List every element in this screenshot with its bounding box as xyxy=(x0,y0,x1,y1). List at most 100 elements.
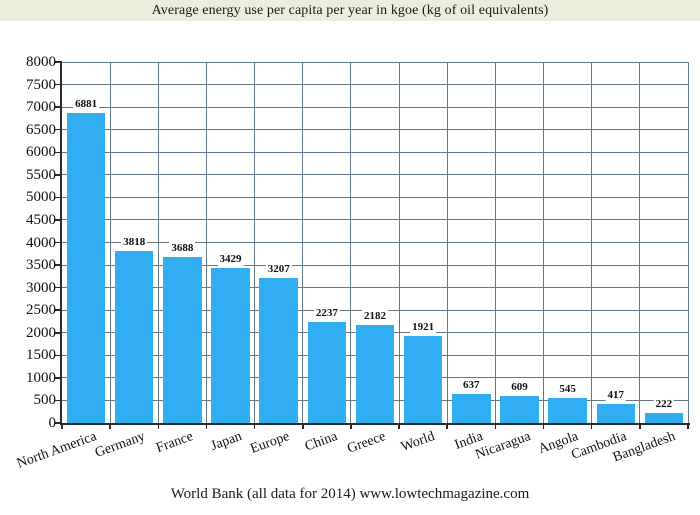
y-axis-tick xyxy=(55,377,60,379)
bar xyxy=(163,256,202,423)
x-axis-tick xyxy=(542,425,545,429)
y-axis-tick xyxy=(55,61,60,63)
x-axis-tick xyxy=(398,425,400,429)
bar-value-label: 1921 xyxy=(410,321,437,335)
y-axis-tick-label: 3500 xyxy=(26,257,56,274)
bar-value-label: 222 xyxy=(653,397,675,411)
y-axis-tick xyxy=(55,354,60,357)
bar-value-label: 6881 xyxy=(73,97,100,111)
v-gridline xyxy=(494,62,496,423)
y-axis-tick-label: 2500 xyxy=(26,302,56,319)
bar xyxy=(548,398,587,423)
x-axis-category-label: Germany xyxy=(93,429,148,461)
bar-value-label: 545 xyxy=(557,383,578,397)
x-axis-tick xyxy=(639,425,641,429)
y-axis-tick xyxy=(55,128,60,131)
bar xyxy=(452,394,491,423)
v-gridline xyxy=(157,62,159,423)
x-axis-tick xyxy=(687,425,689,429)
bar-value-label: 2237 xyxy=(313,307,340,321)
y-axis-tick xyxy=(55,106,60,108)
x-axis-tick xyxy=(61,425,63,429)
h-gridline xyxy=(62,61,688,63)
v-gridline xyxy=(302,62,304,423)
y-axis-tick xyxy=(55,264,60,266)
h-gridline xyxy=(62,287,688,289)
bar-value-label: 3207 xyxy=(265,263,292,277)
bar xyxy=(211,268,250,423)
bar xyxy=(500,395,539,423)
v-gridline xyxy=(543,62,545,423)
h-gridline xyxy=(62,84,688,86)
bar-value-label: 3429 xyxy=(217,253,244,267)
y-axis-tick xyxy=(55,219,60,221)
x-axis-category-label: Greece xyxy=(345,429,389,457)
y-axis-tick-label: 1500 xyxy=(26,347,56,364)
x-axis-line xyxy=(60,423,690,425)
h-gridline xyxy=(62,106,688,108)
y-axis-tick xyxy=(55,196,60,199)
h-gridline xyxy=(62,219,688,221)
y-axis-tick-label: 5000 xyxy=(26,189,56,206)
x-axis-tick xyxy=(446,425,448,429)
v-gridline xyxy=(350,62,352,423)
y-axis-tick-label: 0 xyxy=(48,415,57,431)
h-gridline xyxy=(62,196,688,198)
bar-value-label: 3818 xyxy=(121,235,148,249)
y-axis-tick xyxy=(55,399,60,402)
h-gridline xyxy=(62,129,688,131)
y-axis-tick xyxy=(55,241,60,244)
bar xyxy=(307,322,347,423)
x-axis-tick xyxy=(205,425,208,429)
bar xyxy=(355,324,395,423)
y-axis-tick xyxy=(55,174,60,176)
v-gridline xyxy=(591,62,593,423)
bar-value-label: 609 xyxy=(509,380,530,394)
title-bar: Average energy use per capita per year i… xyxy=(0,0,700,21)
bar-value-label: 3688 xyxy=(169,241,196,255)
bar-value-label: 2182 xyxy=(362,309,388,323)
bar xyxy=(644,412,684,423)
v-gridline xyxy=(109,62,111,423)
h-gridline xyxy=(62,264,688,266)
v-gridline xyxy=(639,62,641,423)
y-axis-tick-label: 7500 xyxy=(26,76,56,93)
v-gridline xyxy=(205,62,207,423)
y-axis-tick xyxy=(55,151,60,153)
y-axis-tick-label: 8000 xyxy=(26,54,56,70)
v-gridline xyxy=(446,62,448,423)
v-gridline xyxy=(254,62,256,423)
y-axis-line xyxy=(60,61,62,425)
x-axis-tick xyxy=(253,425,256,429)
x-axis-tick xyxy=(302,425,304,429)
v-gridline xyxy=(687,62,689,423)
y-axis-tick-label: 6500 xyxy=(26,121,56,138)
y-axis-tick-label: 4000 xyxy=(26,234,56,251)
y-axis-tick xyxy=(55,286,60,289)
y-axis-tick-label: 6000 xyxy=(26,144,56,161)
plot-area: 6881 3818 3688 3429 3207 2237 2182 1921 637 609 54… xyxy=(55,61,690,429)
y-axis-tick-label: 2000 xyxy=(26,324,56,341)
y-axis-tick-label: 500 xyxy=(33,392,57,409)
y-axis-tick xyxy=(55,422,60,424)
y-axis-tick xyxy=(55,332,60,334)
y-axis-tick-label: 7000 xyxy=(26,99,56,116)
y-axis-tick-label: 3000 xyxy=(26,279,56,296)
chart-source-caption: World Bank (all data for 2014) www.lowte… xyxy=(170,486,530,502)
x-axis-tick xyxy=(494,425,497,429)
h-gridline xyxy=(62,151,688,153)
v-gridline xyxy=(398,62,400,423)
y-axis-tick-label: 5500 xyxy=(26,166,56,183)
bar xyxy=(596,404,636,423)
bar-value-label: 417 xyxy=(605,389,627,403)
bar xyxy=(114,250,154,423)
y-axis-tick xyxy=(55,83,60,86)
x-axis-category-label: World xyxy=(398,429,437,455)
x-axis-category-label: China xyxy=(303,429,340,455)
x-axis-tick xyxy=(590,425,593,429)
bar xyxy=(403,336,443,423)
bar xyxy=(259,278,298,423)
y-axis-tick-label: 1000 xyxy=(26,369,56,386)
bar-value-label: 637 xyxy=(461,379,482,393)
y-axis-tick xyxy=(55,309,60,311)
